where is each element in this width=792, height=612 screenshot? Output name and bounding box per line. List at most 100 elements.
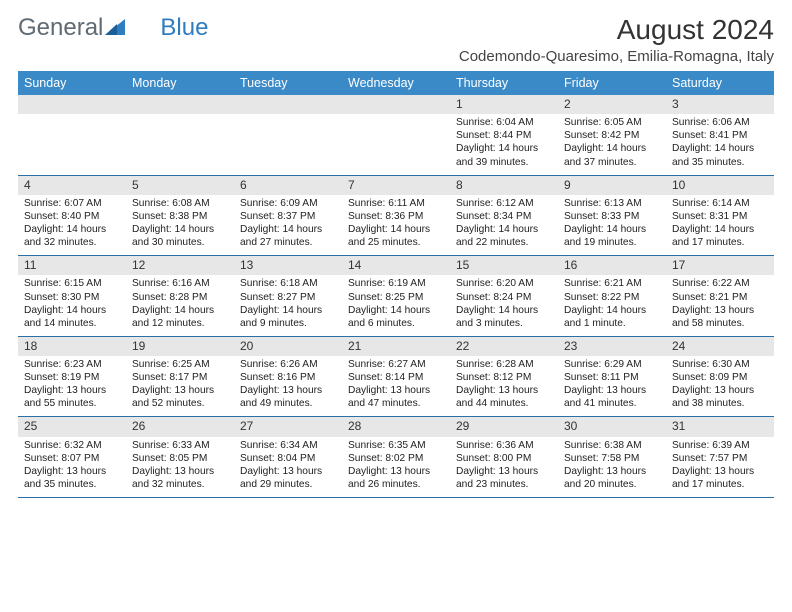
sunrise-line: Sunrise: 6:08 AM	[132, 197, 228, 210]
calendar-page: General Blue August 2024 Codemondo-Quare…	[0, 0, 792, 512]
calendar-table: Sunday Monday Tuesday Wednesday Thursday…	[18, 71, 774, 498]
sunrise-line: Sunrise: 6:15 AM	[24, 277, 120, 290]
weekday-header: Tuesday	[234, 71, 342, 95]
daylight-line: Daylight: 13 hours and 17 minutes.	[672, 465, 768, 491]
sunrise-line: Sunrise: 6:04 AM	[456, 116, 552, 129]
day-number: 24	[666, 337, 774, 356]
daylight-line: Daylight: 13 hours and 35 minutes.	[24, 465, 120, 491]
day-cell	[126, 114, 234, 175]
sunrise-line: Sunrise: 6:32 AM	[24, 439, 120, 452]
sunset-line: Sunset: 8:16 PM	[240, 371, 336, 384]
day-cell: Sunrise: 6:18 AMSunset: 8:27 PMDaylight:…	[234, 275, 342, 336]
sunrise-line: Sunrise: 6:14 AM	[672, 197, 768, 210]
day-number-cell: 30	[558, 417, 666, 437]
sunset-line: Sunset: 8:42 PM	[564, 129, 660, 142]
sunrise-line: Sunrise: 6:38 AM	[564, 439, 660, 452]
day-number: 16	[558, 256, 666, 275]
daylight-line: Daylight: 14 hours and 9 minutes.	[240, 304, 336, 330]
day-number-cell: 4	[18, 175, 126, 195]
day-number: 27	[234, 417, 342, 436]
day-number-cell: 22	[450, 336, 558, 356]
daylight-line: Daylight: 14 hours and 12 minutes.	[132, 304, 228, 330]
day-cell: Sunrise: 6:27 AMSunset: 8:14 PMDaylight:…	[342, 356, 450, 417]
day-cell	[18, 114, 126, 175]
day-number: 19	[126, 337, 234, 356]
day-number-cell: 28	[342, 417, 450, 437]
day-number: 1	[450, 95, 558, 114]
day-cell: Sunrise: 6:22 AMSunset: 8:21 PMDaylight:…	[666, 275, 774, 336]
weekday-header: Thursday	[450, 71, 558, 95]
day-number: 29	[450, 417, 558, 436]
day-number: 26	[126, 417, 234, 436]
daylight-line: Daylight: 14 hours and 37 minutes.	[564, 142, 660, 168]
day-number: 22	[450, 337, 558, 356]
day-number-cell: 12	[126, 256, 234, 276]
daylight-line: Daylight: 14 hours and 19 minutes.	[564, 223, 660, 249]
sunset-line: Sunset: 8:36 PM	[348, 210, 444, 223]
day-number-row: 18192021222324	[18, 336, 774, 356]
weekday-header: Friday	[558, 71, 666, 95]
day-number: 5	[126, 176, 234, 195]
sunset-line: Sunset: 8:24 PM	[456, 291, 552, 304]
day-cell: Sunrise: 6:39 AMSunset: 7:57 PMDaylight:…	[666, 437, 774, 498]
day-number-cell: 3	[666, 95, 774, 114]
day-number-cell	[126, 95, 234, 114]
calendar-body: 123Sunrise: 6:04 AMSunset: 8:44 PMDaylig…	[18, 95, 774, 497]
day-number: 30	[558, 417, 666, 436]
day-cell: Sunrise: 6:33 AMSunset: 8:05 PMDaylight:…	[126, 437, 234, 498]
sunset-line: Sunset: 7:58 PM	[564, 452, 660, 465]
daylight-line: Daylight: 13 hours and 44 minutes.	[456, 384, 552, 410]
day-number: 8	[450, 176, 558, 195]
day-content-row: Sunrise: 6:07 AMSunset: 8:40 PMDaylight:…	[18, 195, 774, 256]
day-cell: Sunrise: 6:36 AMSunset: 8:00 PMDaylight:…	[450, 437, 558, 498]
day-number-cell: 18	[18, 336, 126, 356]
day-number: 25	[18, 417, 126, 436]
daylight-line: Daylight: 13 hours and 47 minutes.	[348, 384, 444, 410]
sunset-line: Sunset: 8:34 PM	[456, 210, 552, 223]
day-cell: Sunrise: 6:05 AMSunset: 8:42 PMDaylight:…	[558, 114, 666, 175]
sunrise-line: Sunrise: 6:18 AM	[240, 277, 336, 290]
daylight-line: Daylight: 14 hours and 25 minutes.	[348, 223, 444, 249]
day-cell: Sunrise: 6:13 AMSunset: 8:33 PMDaylight:…	[558, 195, 666, 256]
sunset-line: Sunset: 8:22 PM	[564, 291, 660, 304]
day-number-cell: 29	[450, 417, 558, 437]
daylight-line: Daylight: 13 hours and 49 minutes.	[240, 384, 336, 410]
sunset-line: Sunset: 8:37 PM	[240, 210, 336, 223]
day-cell: Sunrise: 6:08 AMSunset: 8:38 PMDaylight:…	[126, 195, 234, 256]
day-number-cell: 25	[18, 417, 126, 437]
day-number-cell: 13	[234, 256, 342, 276]
day-number-cell: 7	[342, 175, 450, 195]
day-number-cell: 21	[342, 336, 450, 356]
sunset-line: Sunset: 8:25 PM	[348, 291, 444, 304]
sunset-line: Sunset: 8:38 PM	[132, 210, 228, 223]
daylight-line: Daylight: 14 hours and 14 minutes.	[24, 304, 120, 330]
daylight-line: Daylight: 14 hours and 39 minutes.	[456, 142, 552, 168]
day-number: 12	[126, 256, 234, 275]
day-number: 11	[18, 256, 126, 275]
daylight-line: Daylight: 13 hours and 38 minutes.	[672, 384, 768, 410]
day-number: 18	[18, 337, 126, 356]
day-cell: Sunrise: 6:25 AMSunset: 8:17 PMDaylight:…	[126, 356, 234, 417]
day-number-cell: 26	[126, 417, 234, 437]
sunset-line: Sunset: 8:14 PM	[348, 371, 444, 384]
daylight-line: Daylight: 13 hours and 29 minutes.	[240, 465, 336, 491]
day-number: 10	[666, 176, 774, 195]
day-number: 31	[666, 417, 774, 436]
day-number-cell: 2	[558, 95, 666, 114]
day-cell: Sunrise: 6:12 AMSunset: 8:34 PMDaylight:…	[450, 195, 558, 256]
daylight-line: Daylight: 14 hours and 3 minutes.	[456, 304, 552, 330]
day-number: 20	[234, 337, 342, 356]
sunset-line: Sunset: 8:04 PM	[240, 452, 336, 465]
sunrise-line: Sunrise: 6:09 AM	[240, 197, 336, 210]
day-cell: Sunrise: 6:32 AMSunset: 8:07 PMDaylight:…	[18, 437, 126, 498]
daylight-line: Daylight: 14 hours and 22 minutes.	[456, 223, 552, 249]
sunset-line: Sunset: 8:19 PM	[24, 371, 120, 384]
logo-text-blue: Blue	[160, 14, 208, 42]
sunrise-line: Sunrise: 6:25 AM	[132, 358, 228, 371]
day-content-row: Sunrise: 6:23 AMSunset: 8:19 PMDaylight:…	[18, 356, 774, 417]
day-number-row: 11121314151617	[18, 256, 774, 276]
daylight-line: Daylight: 14 hours and 30 minutes.	[132, 223, 228, 249]
sunrise-line: Sunrise: 6:05 AM	[564, 116, 660, 129]
sunrise-line: Sunrise: 6:16 AM	[132, 277, 228, 290]
day-content-row: Sunrise: 6:32 AMSunset: 8:07 PMDaylight:…	[18, 437, 774, 498]
